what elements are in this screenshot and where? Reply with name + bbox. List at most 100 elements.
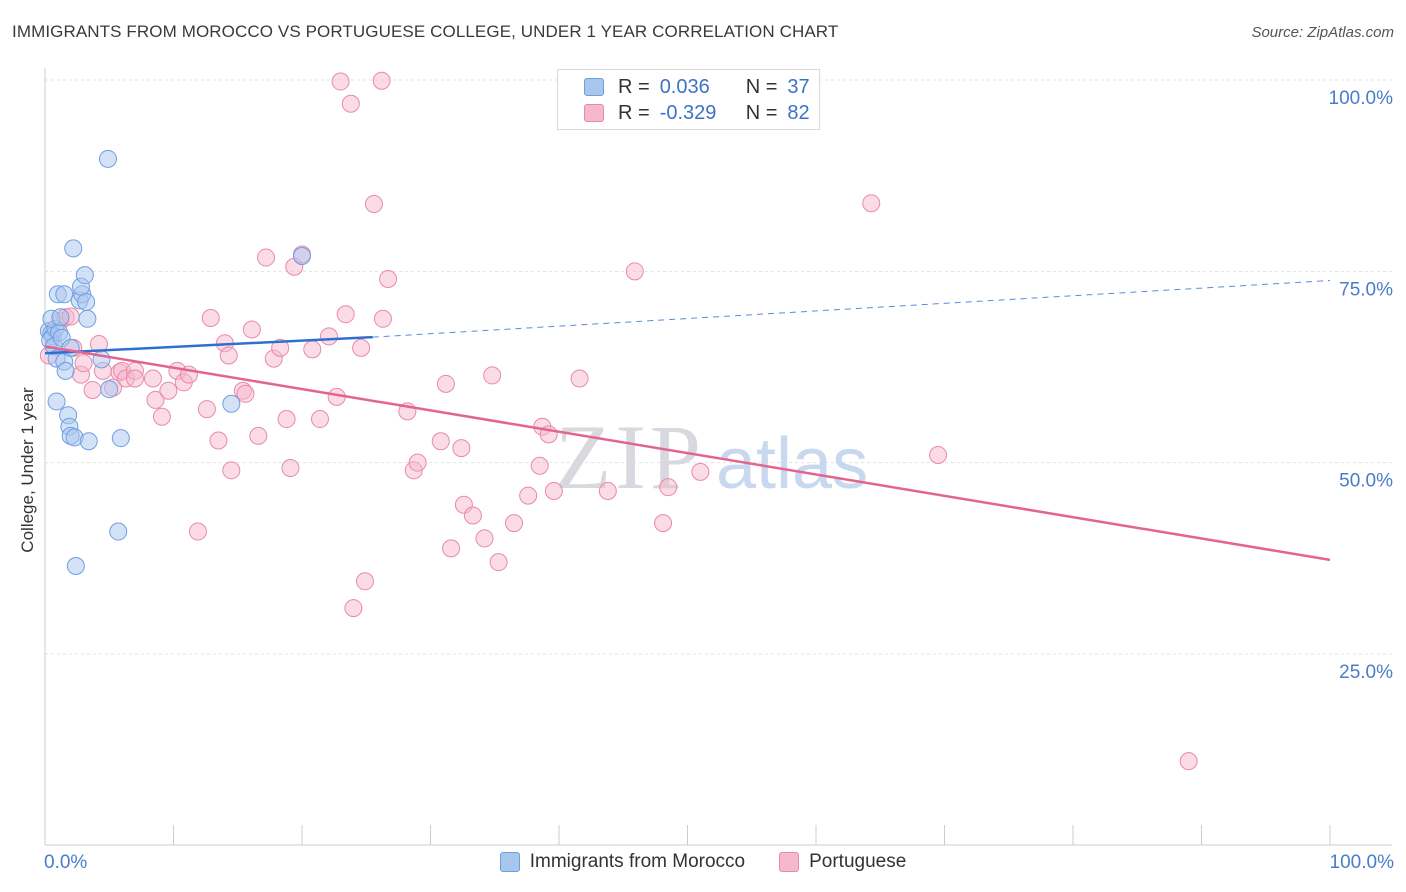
data-point-portuguese [249, 426, 268, 445]
legend-n-value: 82 [787, 101, 810, 124]
data-point-portuguese [544, 481, 563, 500]
data-point-morocco [78, 309, 97, 328]
data-point-morocco [55, 285, 74, 304]
data-point-portuguese [408, 453, 427, 472]
data-point-morocco [222, 394, 241, 413]
data-point-portuguese [489, 553, 508, 572]
data-point-portuguese [373, 309, 392, 328]
data-point-morocco [64, 239, 83, 258]
data-point-morocco [47, 392, 66, 411]
x-tick-label-max: 100.0% [1329, 852, 1394, 873]
series-swatch-portuguese [779, 852, 800, 872]
data-point-portuguese [74, 354, 93, 373]
data-point-portuguese [505, 514, 524, 533]
data-point-portuguese [310, 410, 329, 429]
data-point-portuguese [463, 506, 482, 525]
source-label: Source: ZipAtlas.com [1251, 24, 1394, 41]
legend-r-label: R = [618, 75, 650, 98]
trend-line-portuguese [44, 345, 1331, 562]
data-point-portuguese [281, 459, 300, 478]
y-tick-label: 50.0% [1339, 471, 1393, 492]
data-point-portuguese [1179, 752, 1198, 771]
data-point-morocco [98, 149, 117, 168]
gridlines [45, 79, 1392, 655]
trend-line-morocco-extension [372, 280, 1331, 338]
data-point-portuguese [431, 432, 450, 451]
data-point-portuguese [659, 478, 678, 497]
data-point-morocco [293, 247, 311, 266]
data-point-portuguese [209, 431, 228, 450]
data-point-portuguese [222, 461, 241, 480]
legend-n-value: 37 [787, 75, 810, 98]
data-point-morocco [77, 292, 96, 311]
data-point-portuguese [319, 327, 338, 346]
x-tick-label-min: 0.0% [44, 852, 88, 873]
data-point-morocco [51, 308, 70, 327]
series-swatch-morocco [499, 852, 520, 872]
morocco-points [39, 149, 311, 575]
data-point-portuguese [83, 380, 102, 399]
data-point-portuguese [303, 340, 322, 359]
data-point-portuguese [277, 410, 296, 429]
data-point-morocco [66, 556, 85, 575]
data-point-portuguese [364, 194, 383, 213]
data-point-portuguese [271, 338, 290, 357]
data-point-portuguese [344, 599, 363, 618]
data-point-portuguese [691, 462, 710, 481]
data-point-portuguese [654, 514, 673, 533]
data-point-portuguese [331, 72, 350, 91]
data-point-portuguese [242, 320, 261, 339]
data-point-morocco [92, 350, 111, 369]
data-point-portuguese [352, 338, 371, 357]
data-point-portuguese [862, 194, 881, 213]
data-point-portuguese [598, 481, 617, 500]
data-point-portuguese [355, 572, 374, 591]
legend-r-value: -0.329 [659, 101, 717, 124]
portuguese-points [39, 71, 1198, 771]
data-point-portuguese [336, 305, 355, 324]
data-point-morocco [75, 266, 94, 285]
data-point-portuguese [201, 309, 220, 328]
trend-line-morocco [44, 335, 373, 355]
data-point-portuguese [530, 456, 549, 475]
data-point-portuguese [929, 446, 948, 465]
data-point-morocco [109, 522, 128, 541]
y-tick-label: 75.0% [1339, 279, 1393, 300]
correlation-legend: R = 0.036 N = 37 R = -0.329 N = 82 [557, 69, 820, 130]
data-point-portuguese [379, 269, 398, 288]
data-point-portuguese [452, 439, 471, 458]
data-point-morocco [111, 429, 130, 448]
chart-title: IMMIGRANTS FROM MOROCCO VS PORTUGUESE CO… [12, 22, 839, 41]
data-point-portuguese [125, 369, 144, 388]
y-tick-labels: 25.0% 50.0% 75.0% 100.0% [1329, 88, 1394, 683]
data-point-portuguese [570, 369, 589, 388]
data-point-portuguese [442, 539, 461, 558]
legend-row-portuguese: R = -0.329 N = 82 [584, 101, 810, 125]
y-tick-label: 25.0% [1339, 662, 1393, 683]
data-point-portuguese [188, 522, 207, 541]
series-legend: Immigrants from Morocco Portuguese [0, 851, 1406, 873]
watermark: ZIP atlas [555, 406, 868, 508]
legend-swatch-portuguese [584, 104, 604, 122]
legend-n-label: N = [745, 75, 778, 98]
data-point-portuguese [257, 248, 276, 267]
watermark-zip: ZIP [555, 406, 705, 508]
data-point-portuguese [236, 384, 255, 403]
data-point-portuguese [436, 374, 455, 393]
axes [44, 68, 1392, 846]
legend-n-label: N = [745, 101, 778, 124]
watermark-atlas: atlas [716, 424, 868, 504]
data-point-portuguese [197, 400, 216, 419]
data-point-morocco [79, 432, 98, 451]
data-point-portuguese [625, 262, 644, 281]
series-legend-item-morocco: Immigrants from Morocco [499, 851, 745, 873]
data-point-morocco [100, 380, 119, 399]
legend-r-label: R = [618, 101, 650, 124]
legend-row-morocco: R = 0.036 N = 37 [584, 75, 810, 99]
data-point-portuguese [219, 346, 238, 365]
data-point-portuguese [519, 486, 538, 505]
y-tick-label: 100.0% [1329, 88, 1394, 109]
data-point-portuguese [475, 529, 494, 548]
data-point-portuguese [143, 369, 162, 388]
